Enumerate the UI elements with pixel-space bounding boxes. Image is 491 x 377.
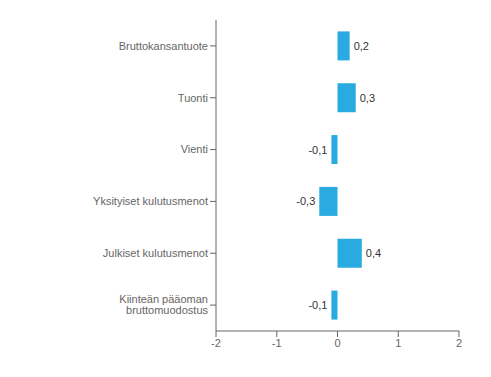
svg-text:2: 2 (456, 337, 462, 349)
svg-text:Tuonti: Tuonti (178, 92, 208, 104)
svg-text:1: 1 (395, 337, 401, 349)
svg-text:Vienti: Vienti (181, 143, 208, 155)
svg-text:Yksityiset kulutusmenot: Yksityiset kulutusmenot (93, 195, 208, 207)
svg-text:-0,1: -0,1 (308, 144, 327, 156)
svg-text:Kiinteän pääomanbruttomuodostu: Kiinteän pääomanbruttomuodostus (119, 293, 208, 316)
svg-text:Julkiset kulutusmenot: Julkiset kulutusmenot (103, 247, 208, 259)
svg-text:-1: -1 (272, 337, 282, 349)
svg-text:0,4: 0,4 (366, 247, 381, 259)
svg-text:-0,3: -0,3 (296, 195, 315, 207)
svg-text:-0,1: -0,1 (308, 299, 327, 311)
svg-text:-2: -2 (211, 337, 221, 349)
svg-text:0: 0 (334, 337, 340, 349)
svg-text:Bruttokansantuote: Bruttokansantuote (119, 40, 208, 52)
svg-text:0,2: 0,2 (354, 40, 369, 52)
svg-text:0,3: 0,3 (360, 92, 375, 104)
